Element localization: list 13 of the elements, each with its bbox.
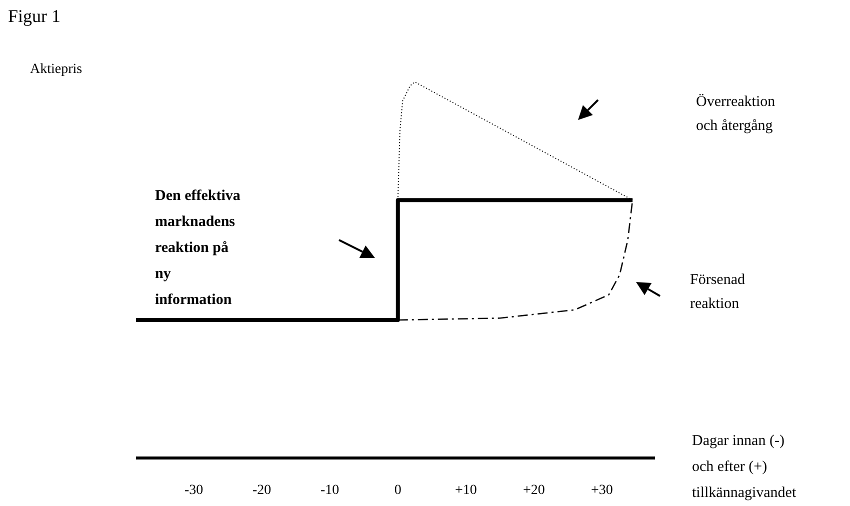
- x-tick-label: -10: [320, 482, 340, 498]
- text: Överreaktion och återgång: [696, 93, 776, 136]
- x-tick-label: +10: [454, 482, 477, 498]
- x-tick-label: +30: [590, 482, 613, 498]
- chart-title: Figur 1: [8, 6, 61, 27]
- x-tick-label: -20: [252, 482, 272, 498]
- x-tick-label: +20: [522, 482, 545, 498]
- x-tick-label: -30: [184, 482, 204, 498]
- y-axis-title: Aktiepris: [30, 62, 82, 78]
- text: Försenad reaktion: [690, 271, 745, 314]
- x-tick-label: 0: [394, 482, 402, 498]
- x-axis-title: Dagar innan (-) och efter (+) tillkännagivandet: [692, 432, 796, 503]
- annotation: Den effektiva marknadens reaktion på ny information: [155, 187, 240, 310]
